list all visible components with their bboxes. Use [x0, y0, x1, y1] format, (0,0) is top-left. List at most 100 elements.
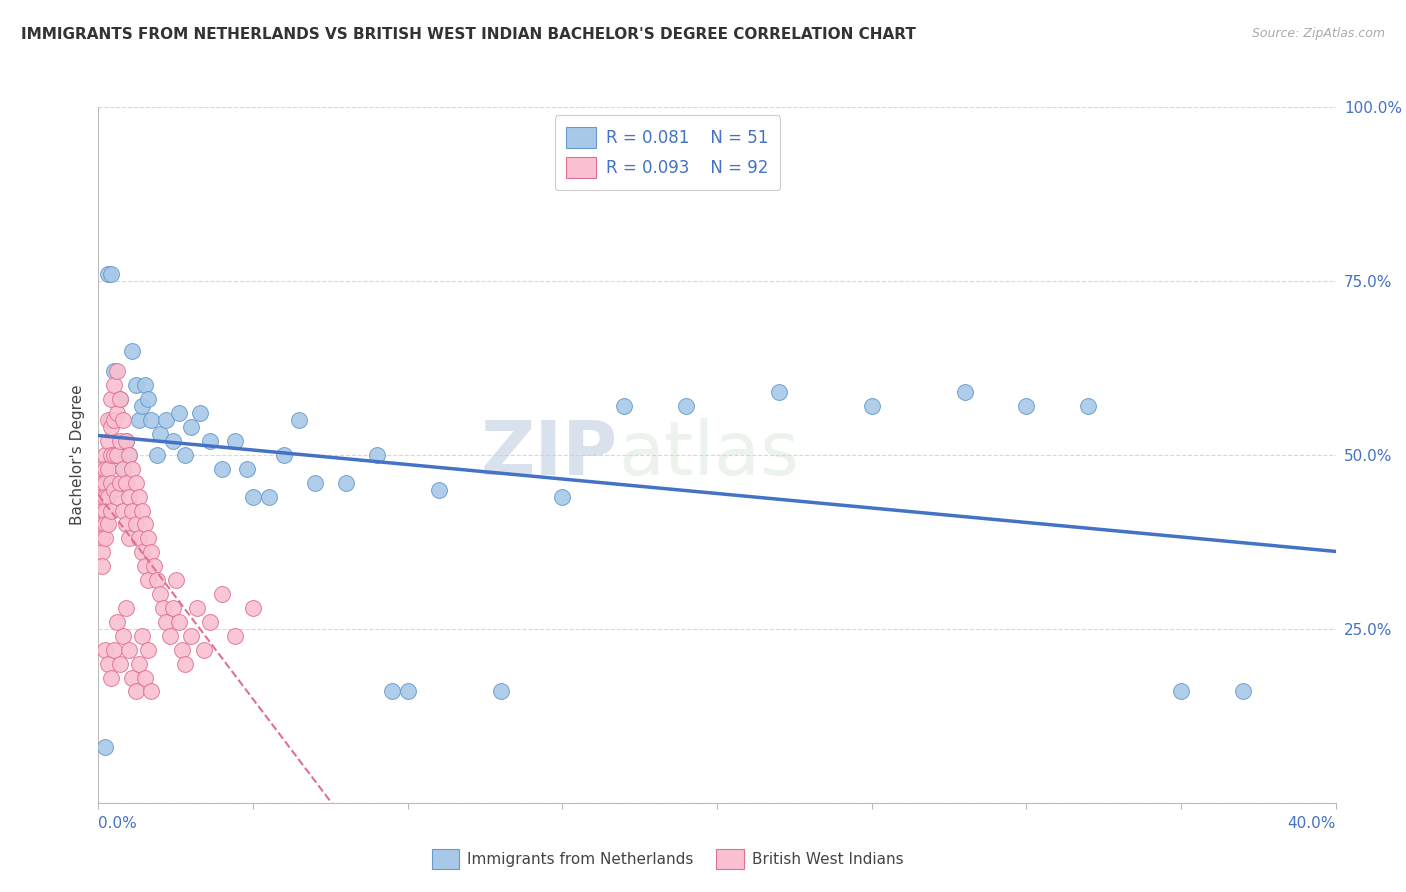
Point — [190, 406, 212, 420]
Point — [149, 427, 172, 442]
Point — [304, 475, 326, 490]
Point — [112, 629, 135, 643]
Point — [90, 532, 112, 546]
Point — [105, 615, 128, 629]
Point — [121, 462, 143, 476]
Point — [139, 684, 162, 698]
Point — [134, 517, 156, 532]
Point — [115, 434, 138, 448]
Point — [675, 399, 697, 413]
Point — [124, 684, 146, 698]
Point — [90, 490, 112, 504]
Point — [162, 434, 184, 448]
Point — [211, 462, 233, 476]
Point — [90, 517, 112, 532]
Point — [112, 462, 135, 476]
Point — [97, 517, 120, 532]
Point — [335, 475, 357, 490]
Point — [165, 573, 187, 587]
Point — [136, 573, 159, 587]
Point — [103, 378, 125, 392]
Point — [100, 420, 122, 434]
Point — [97, 490, 120, 504]
Point — [155, 615, 177, 629]
Point — [121, 343, 143, 358]
Point — [139, 545, 162, 559]
Point — [90, 462, 112, 476]
Point — [108, 392, 131, 407]
Text: IMMIGRANTS FROM NETHERLANDS VS BRITISH WEST INDIAN BACHELOR'S DEGREE CORRELATION: IMMIGRANTS FROM NETHERLANDS VS BRITISH W… — [21, 27, 915, 42]
Point — [128, 490, 150, 504]
Point — [136, 642, 159, 657]
Point — [100, 448, 122, 462]
Point — [860, 399, 883, 413]
Point — [105, 448, 128, 462]
Point — [93, 517, 115, 532]
Point — [108, 475, 131, 490]
Point — [100, 392, 122, 407]
Text: atlas: atlas — [619, 418, 799, 491]
Point — [193, 642, 215, 657]
Point — [489, 684, 512, 698]
Point — [115, 434, 138, 448]
Point — [180, 420, 202, 434]
Point — [108, 657, 131, 671]
Point — [131, 545, 153, 559]
Point — [146, 573, 169, 587]
Point — [167, 406, 190, 420]
Legend: Immigrants from Netherlands, British West Indians: Immigrants from Netherlands, British Wes… — [426, 843, 910, 875]
Point — [131, 503, 153, 517]
Point — [170, 642, 193, 657]
Point — [108, 434, 131, 448]
Point — [97, 462, 120, 476]
Point — [136, 392, 159, 407]
Point — [186, 601, 208, 615]
Point — [613, 399, 636, 413]
Point — [97, 657, 120, 671]
Point — [103, 413, 125, 427]
Point — [953, 385, 976, 400]
Point — [155, 413, 177, 427]
Point — [115, 475, 138, 490]
Point — [1077, 399, 1099, 413]
Point — [103, 364, 125, 378]
Point — [134, 671, 156, 685]
Point — [1015, 399, 1038, 413]
Point — [118, 532, 141, 546]
Text: Source: ZipAtlas.com: Source: ZipAtlas.com — [1251, 27, 1385, 40]
Point — [242, 490, 264, 504]
Point — [93, 642, 115, 657]
Point — [103, 448, 125, 462]
Point — [146, 448, 169, 462]
Point — [180, 629, 202, 643]
Point — [93, 532, 115, 546]
Point — [136, 532, 159, 546]
Point — [224, 629, 246, 643]
Point — [396, 684, 419, 698]
Point — [224, 434, 246, 448]
Point — [198, 434, 221, 448]
Point — [103, 483, 125, 497]
Point — [1232, 684, 1254, 698]
Point — [112, 462, 135, 476]
Point — [100, 503, 122, 517]
Point — [105, 364, 128, 378]
Point — [93, 503, 115, 517]
Point — [90, 559, 112, 574]
Y-axis label: Bachelor's Degree: Bachelor's Degree — [69, 384, 84, 525]
Point — [103, 642, 125, 657]
Point — [90, 503, 112, 517]
Point — [93, 448, 115, 462]
Point — [118, 490, 141, 504]
Point — [100, 413, 122, 427]
Point — [100, 475, 122, 490]
Point — [90, 475, 112, 490]
Point — [149, 587, 172, 601]
Point — [105, 406, 128, 420]
Point — [257, 490, 280, 504]
Point — [108, 392, 131, 407]
Point — [112, 503, 135, 517]
Point — [93, 462, 115, 476]
Point — [143, 559, 166, 574]
Point — [1170, 684, 1192, 698]
